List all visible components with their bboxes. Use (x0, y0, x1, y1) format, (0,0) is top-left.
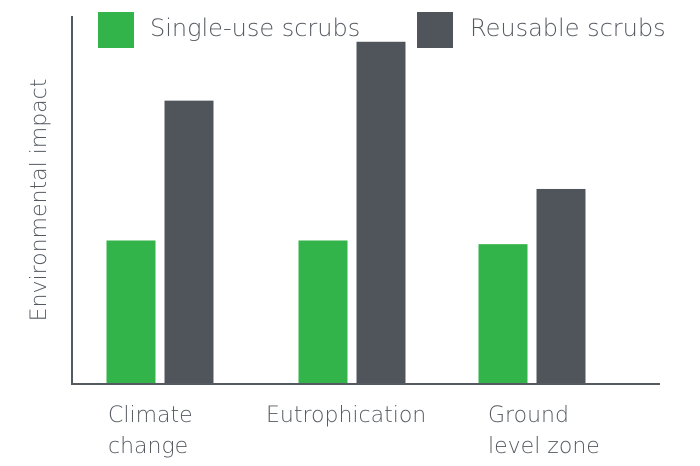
bar-series-1-category-2 (298, 240, 348, 384)
bar-series-1-category-1 (106, 240, 156, 384)
bar-series-1-category-3 (478, 244, 528, 384)
bars (106, 41, 586, 384)
legend: Single-use scrubs Reusable scrubs (98, 12, 666, 48)
x-tick-label-1: Climate change (108, 403, 193, 459)
y-axis-title: Environmental impact (27, 79, 52, 322)
bar-series-2-category-2 (356, 41, 406, 384)
bar-series-2-category-3 (536, 188, 586, 384)
x-tick-label-3: Ground level zone (488, 403, 600, 459)
legend-swatch-1 (98, 12, 134, 48)
legend-label-2: Reusable scrubs (470, 14, 666, 42)
x-tick-label-2: Eutrophication (266, 403, 426, 428)
x-tick-labels: Climate change Eutrophication Ground level z… (108, 403, 600, 459)
legend-label-1: Single-use scrubs (150, 14, 360, 42)
legend-swatch-2 (417, 12, 453, 48)
bar-series-2-category-1 (164, 100, 214, 384)
